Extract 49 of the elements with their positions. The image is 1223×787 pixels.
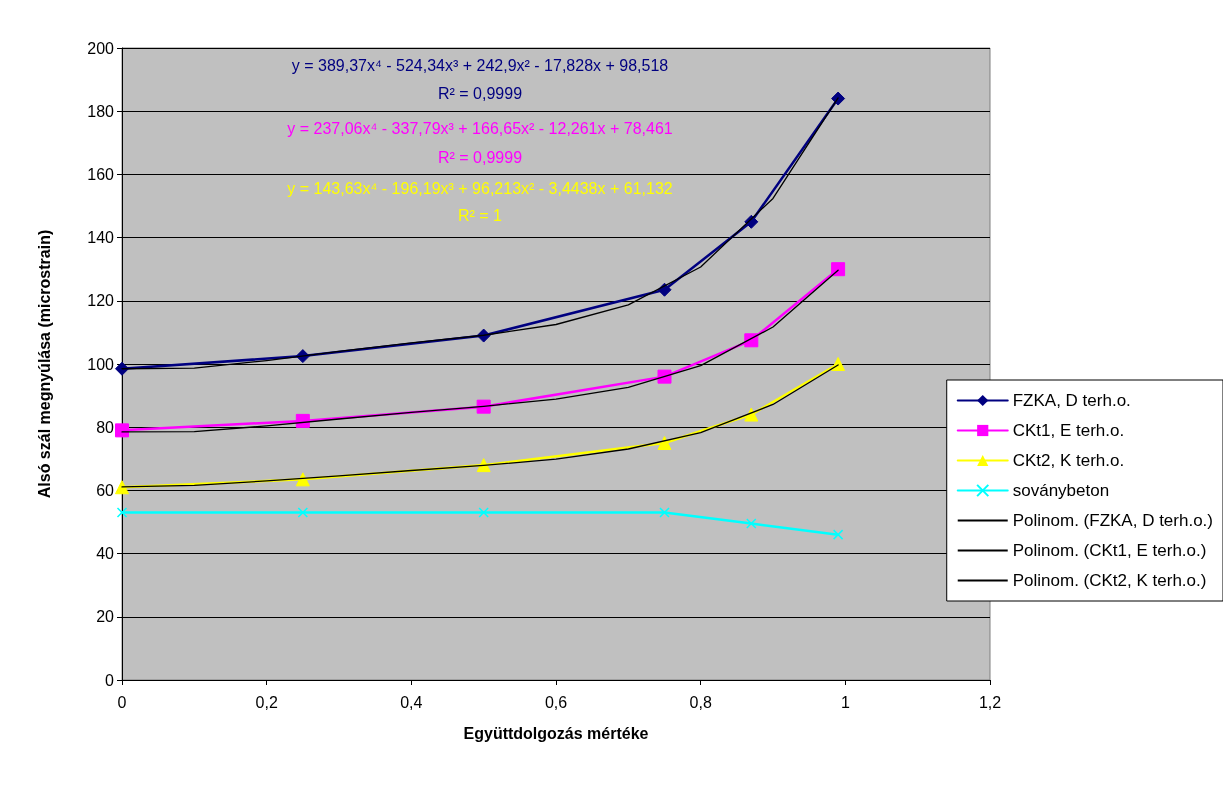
point xyxy=(831,357,846,371)
x-tick-label: 0 xyxy=(117,693,127,711)
annotation: y = 143,63x⁴ - 196,19x³ + 96,213x² - 3,4438x + 61,132 xyxy=(287,179,673,197)
annotation: R² = 1 xyxy=(457,206,503,224)
legend-label: CKt1, E terh.o. xyxy=(1012,421,1125,440)
annotation: y = 237,06x⁴ - 337,79x³ + 166,65x² - 12,261x + 78,461 xyxy=(287,119,673,137)
y-tick-label: 60 xyxy=(96,481,115,499)
y-tick-label: 180 xyxy=(87,102,115,120)
y-tick-label: 80 xyxy=(96,418,115,436)
point xyxy=(115,423,129,438)
point xyxy=(297,507,309,518)
y-tick-label: 0 xyxy=(105,671,115,689)
point xyxy=(659,507,670,518)
annotation: R² = 0,9999 xyxy=(437,148,523,166)
point xyxy=(832,529,844,540)
legend-label: CKt2, K terh.o. xyxy=(1012,451,1125,470)
x-tick-label: 0,8 xyxy=(689,693,712,711)
x-tick-label: 0,4 xyxy=(400,693,423,711)
point xyxy=(746,518,757,529)
y-tick-label: 160 xyxy=(87,165,115,183)
y-tick-label: 40 xyxy=(96,545,115,563)
y-tick-label: 200 xyxy=(87,39,115,57)
point xyxy=(657,436,672,450)
x-axis-title: Együttdolgozás mértéke xyxy=(463,724,649,742)
point xyxy=(744,407,759,422)
legend-label: Polinom. (CKt2, K terh.o.) xyxy=(1012,571,1207,590)
x-tick-label: 1,2 xyxy=(978,693,1002,711)
legend-label: Polinom. (FZKA, D terh.o.) xyxy=(1012,511,1214,530)
point xyxy=(831,91,846,106)
annotation: R² = 0,9999 xyxy=(437,84,523,102)
x-tick-label: 0,2 xyxy=(255,693,278,711)
legend-label: soványbeton xyxy=(1012,481,1110,500)
y-tick-label: 120 xyxy=(87,292,115,310)
y-tick-label: 140 xyxy=(87,229,115,247)
point xyxy=(115,361,129,376)
point xyxy=(478,507,489,518)
point xyxy=(116,507,128,518)
x-tick-label: 0,6 xyxy=(544,693,568,711)
point xyxy=(115,480,129,495)
x-tick-label: 1 xyxy=(840,693,850,711)
legend-label: Polinom. (CKt1, E terh.o.) xyxy=(1012,541,1207,560)
point xyxy=(295,472,310,487)
legend-label: FZKA, D terh.o. xyxy=(1012,391,1131,410)
y-axis-title: Alsó szál megnyúlása (microstrain) xyxy=(35,229,53,499)
point xyxy=(476,458,491,473)
point xyxy=(831,262,846,277)
annotation: y = 389,37x⁴ - 524,34x³ + 242,9x² - 17,828x + 98,518 xyxy=(291,56,669,74)
y-tick-label: 20 xyxy=(96,608,115,626)
y-tick-label: 100 xyxy=(87,355,115,373)
